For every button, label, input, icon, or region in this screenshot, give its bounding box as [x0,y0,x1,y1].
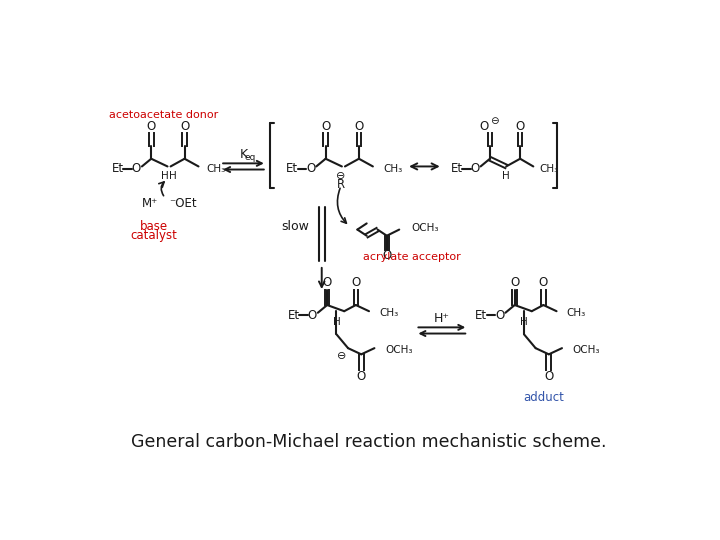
Text: H: H [333,317,341,327]
Text: Et: Et [475,308,487,321]
Text: eq: eq [245,153,256,163]
Text: H: H [520,317,528,327]
Text: ⊖: ⊖ [490,116,499,126]
Text: Et: Et [286,162,298,176]
Text: O: O [323,276,332,289]
Text: O: O [539,276,548,289]
Text: Et: Et [451,162,462,176]
Text: R: R [337,178,345,191]
Text: O: O [351,276,361,289]
Text: O: O [471,162,480,176]
Text: OCH₃: OCH₃ [385,345,413,355]
Text: O: O [516,120,525,133]
Text: Et: Et [287,308,300,321]
Text: O: O [382,249,392,262]
Text: O: O [306,162,315,176]
Text: H: H [169,171,177,181]
Text: ⊖: ⊖ [337,351,346,361]
Text: O: O [480,120,489,133]
FancyArrowPatch shape [338,188,346,223]
Text: H⁺: H⁺ [434,313,450,326]
Text: acetoacetate donor: acetoacetate donor [109,110,218,120]
Text: OCH₃: OCH₃ [412,223,439,233]
Text: ⁻OEt: ⁻OEt [169,197,197,210]
Text: CH₃: CH₃ [567,308,586,318]
Text: O: O [132,162,141,176]
Text: CH₃: CH₃ [206,164,225,174]
Text: H: H [503,171,510,181]
Text: H: H [161,171,168,181]
Text: slow: slow [282,220,310,233]
Text: K: K [239,148,248,161]
Text: OCH₃: OCH₃ [573,345,600,355]
Text: O: O [180,120,189,133]
Text: O: O [308,308,317,321]
Text: O: O [356,370,366,383]
Text: O: O [321,120,330,133]
Text: O: O [147,120,156,133]
Text: General carbon-Michael reaction mechanistic scheme.: General carbon-Michael reaction mechanis… [131,433,607,451]
Text: acrylate acceptor: acrylate acceptor [363,252,461,262]
FancyArrowPatch shape [159,182,164,195]
Text: CH₃: CH₃ [539,164,559,174]
Text: Et: Et [112,162,124,176]
Text: O: O [510,276,519,289]
Text: CH₃: CH₃ [379,308,398,318]
Text: ⊖: ⊖ [336,171,346,181]
Text: O: O [544,370,554,383]
Text: catalyst: catalyst [130,230,177,242]
Text: O: O [354,120,364,133]
Text: O: O [495,308,505,321]
Text: base: base [140,220,168,233]
Text: M⁺: M⁺ [142,197,158,210]
Text: adduct: adduct [523,391,564,404]
Text: CH₃: CH₃ [383,164,402,174]
